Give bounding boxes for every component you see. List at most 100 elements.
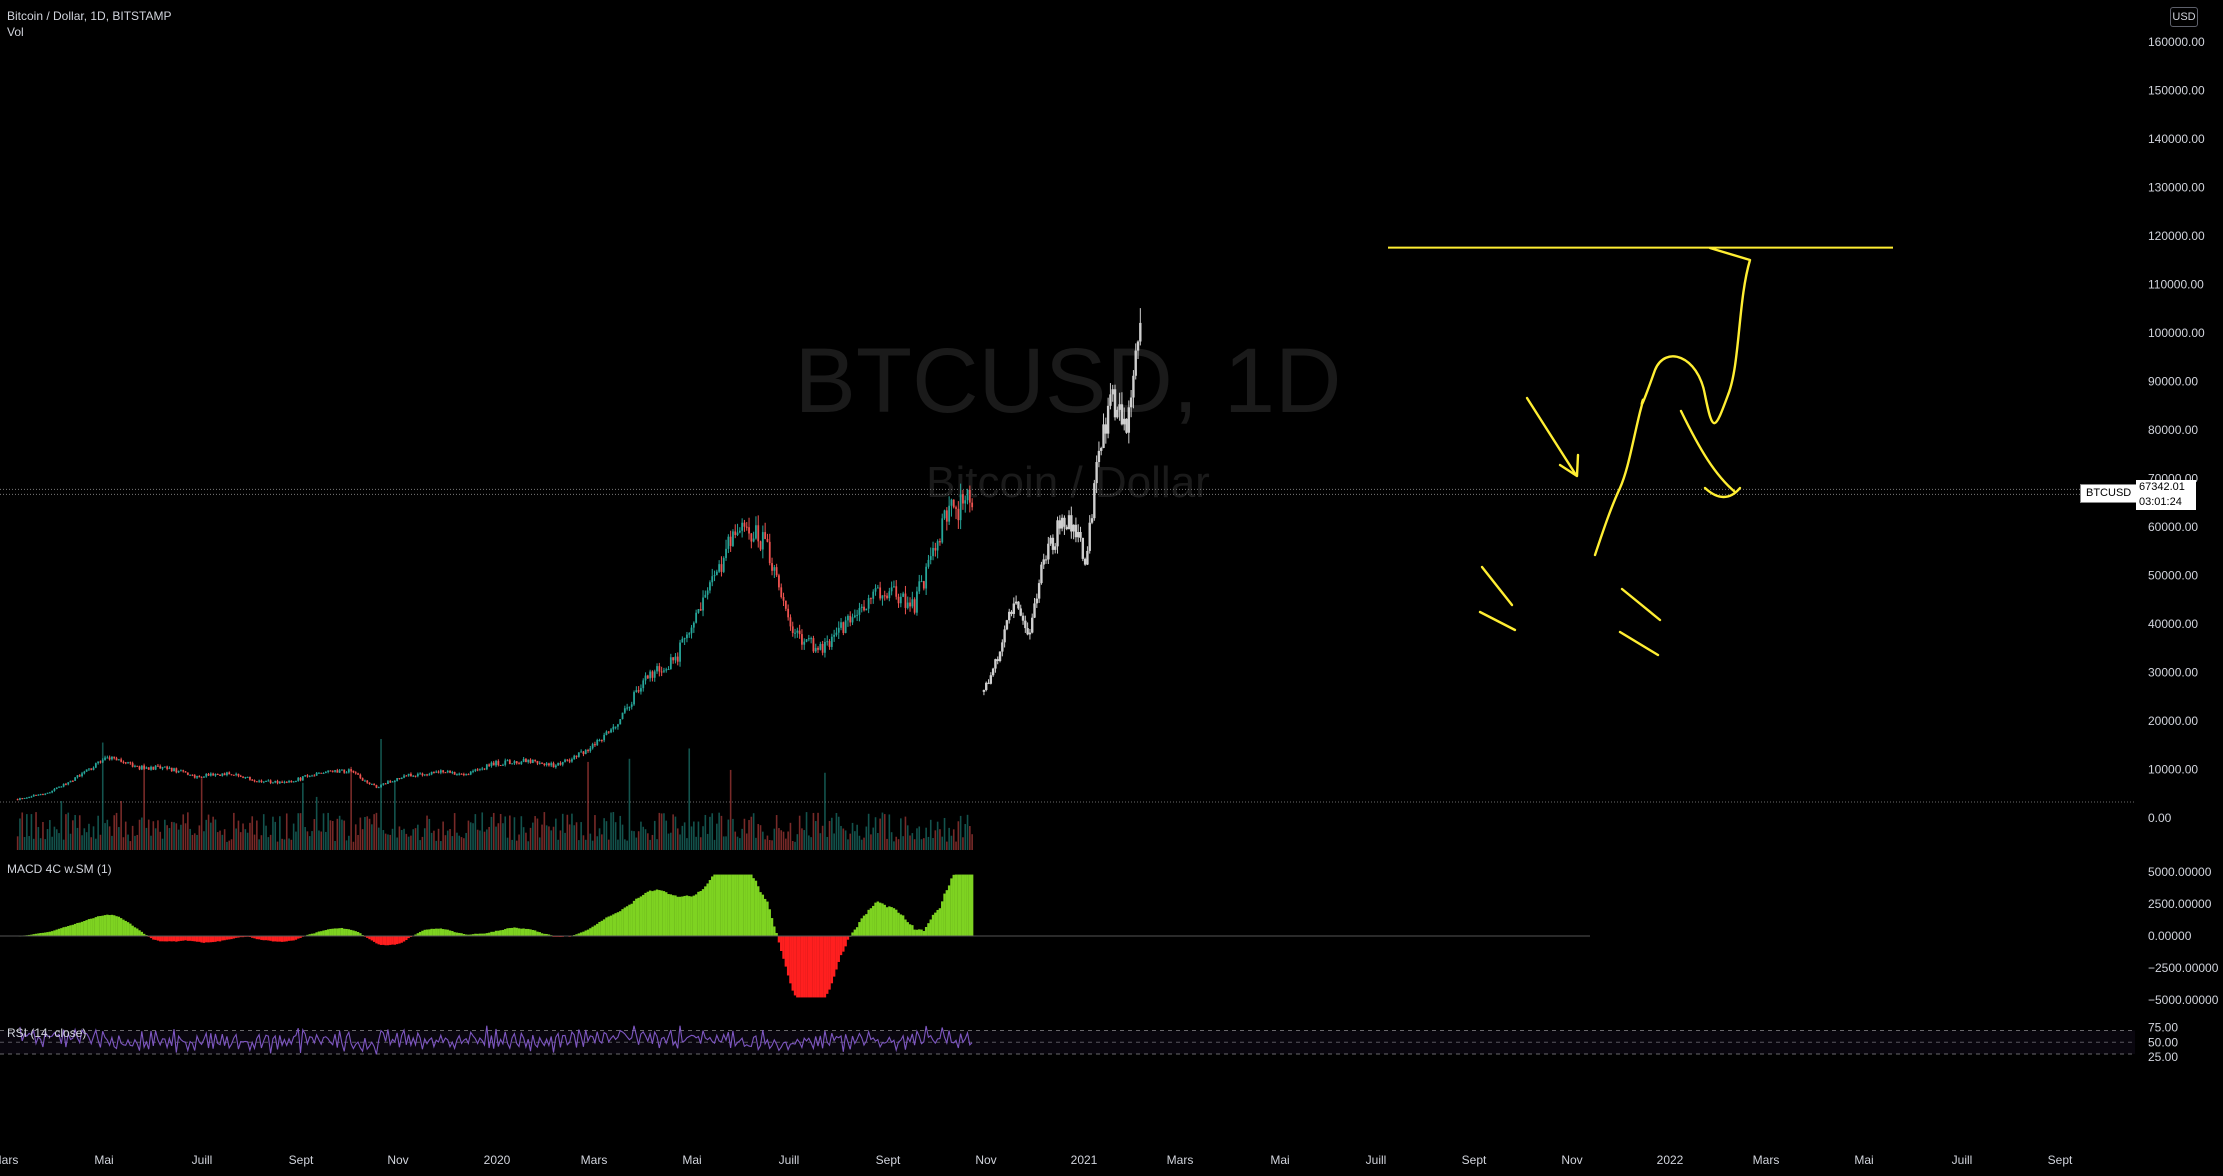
- macd-bar: [694, 894, 698, 936]
- volume-bar: [621, 824, 624, 850]
- candle-body: [780, 587, 783, 597]
- candle-body: [552, 763, 555, 768]
- volume-bar: [591, 840, 594, 850]
- rsi-legend[interactable]: RSI (14, close): [7, 1026, 87, 1040]
- time-axis[interactable]: Mars Mai Juill Sept Nov 2020 Mars Mai Juill Sept N…: [0, 1153, 2073, 1167]
- macd-bar: [163, 936, 167, 942]
- candle-body: [909, 602, 911, 607]
- volume-bar: [357, 834, 359, 850]
- volume-bar: [828, 820, 831, 850]
- macd-bar: [193, 936, 196, 942]
- volume-bar: [681, 825, 684, 850]
- candle-body: [628, 706, 631, 708]
- volume-bar: [72, 820, 74, 850]
- macd-bar: [216, 936, 219, 942]
- time-tick-label: Mai: [1270, 1153, 1289, 1167]
- volume-bar: [529, 827, 532, 850]
- candle-body: [46, 792, 49, 794]
- price-tick-label: 80000.00: [2148, 423, 2198, 437]
- price-tick-label: 140000.00: [2148, 132, 2205, 146]
- volume-bar: [331, 820, 334, 850]
- volume-bar: [688, 748, 691, 850]
- volume-bar: [249, 822, 251, 850]
- candle-body: [147, 767, 150, 770]
- volume-bar: [557, 839, 559, 850]
- candle-body: [865, 608, 868, 611]
- candle-body: [791, 626, 794, 634]
- projection-body: [1026, 628, 1029, 635]
- macd-bar: [492, 931, 495, 936]
- macd-bar: [648, 890, 652, 936]
- candle-body: [605, 731, 608, 735]
- macd-bar: [223, 936, 226, 941]
- volume-bar: [113, 815, 116, 850]
- macd-bar: [784, 936, 788, 967]
- macd-bar: [103, 915, 107, 936]
- candle-body: [766, 538, 769, 542]
- macd-bar: [414, 934, 417, 936]
- candle-body: [209, 773, 212, 776]
- main-legend[interactable]: Bitcoin / Dollar, 1D, BITSTAMP Vol: [7, 8, 172, 40]
- volume-bar: [131, 825, 134, 850]
- candle-body: [393, 780, 396, 782]
- volume-bar: [913, 839, 916, 850]
- macd-bar: [409, 936, 413, 938]
- volume-bar: [412, 829, 415, 850]
- macd-tick-label: −2500.00000: [2148, 961, 2219, 975]
- macd-bar: [757, 886, 760, 936]
- macd-bar: [924, 926, 928, 936]
- candle-body: [35, 794, 37, 796]
- volume-bar: [170, 821, 173, 850]
- watermark: BTCUSD, 1D Bitcoin / Dollar: [795, 330, 1342, 507]
- volume-bar: [228, 840, 231, 850]
- candle-body: [90, 768, 93, 770]
- price-axis[interactable]: 160000.00 150000.00 140000.00 130000.00 1200…: [2148, 35, 2205, 825]
- candle-body: [278, 781, 281, 784]
- candle-body: [587, 750, 589, 752]
- volume-bar: [633, 831, 635, 850]
- currency-button[interactable]: USD: [2170, 7, 2198, 27]
- time-tick-label: Juill: [192, 1153, 213, 1167]
- macd-bar: [678, 896, 682, 936]
- candle-body: [345, 772, 348, 774]
- macd-bar: [218, 936, 222, 942]
- volume-bar: [492, 812, 495, 850]
- candle-body: [603, 734, 606, 741]
- last-price-symbol: BTCUSD: [2080, 484, 2138, 503]
- symbol-title[interactable]: Bitcoin / Dollar, 1D, BITSTAMP: [7, 9, 172, 23]
- macd-bar: [207, 936, 210, 943]
- yellow-drawings[interactable]: [1388, 246, 1893, 657]
- macd-legend[interactable]: MACD 4C w.SM (1): [7, 862, 112, 876]
- volume-bar: [173, 822, 175, 850]
- volume-bar: [451, 836, 454, 850]
- volume-bar: [559, 830, 562, 850]
- volume-bar: [58, 833, 60, 850]
- candle-body: [306, 775, 309, 777]
- candle-body: [959, 494, 962, 521]
- candle-body: [485, 764, 488, 770]
- volume-bar: [943, 817, 946, 850]
- projection-body: [1028, 632, 1032, 635]
- macd-bar: [584, 930, 587, 936]
- candle-body: [437, 771, 440, 773]
- candle-body: [881, 595, 884, 599]
- macd-bar: [69, 925, 72, 936]
- projection-body: [989, 675, 993, 684]
- volume-bar: [888, 814, 891, 850]
- drawing-flag-1-top: [1480, 565, 1514, 607]
- volume-label[interactable]: Vol: [7, 25, 24, 39]
- macd-bar: [225, 936, 229, 940]
- projection-body: [1116, 409, 1119, 418]
- volume-bar: [835, 813, 838, 850]
- macd-bar: [885, 907, 889, 936]
- volume-bar: [78, 815, 81, 850]
- volume-bar: [775, 815, 778, 850]
- candle-body: [637, 690, 640, 692]
- candle-body: [840, 622, 842, 628]
- macd-bar: [685, 895, 689, 936]
- price-tick-label: 10000.00: [2148, 763, 2198, 777]
- candle-body: [138, 766, 141, 770]
- candle-body: [752, 538, 755, 542]
- macd-bar: [262, 936, 265, 941]
